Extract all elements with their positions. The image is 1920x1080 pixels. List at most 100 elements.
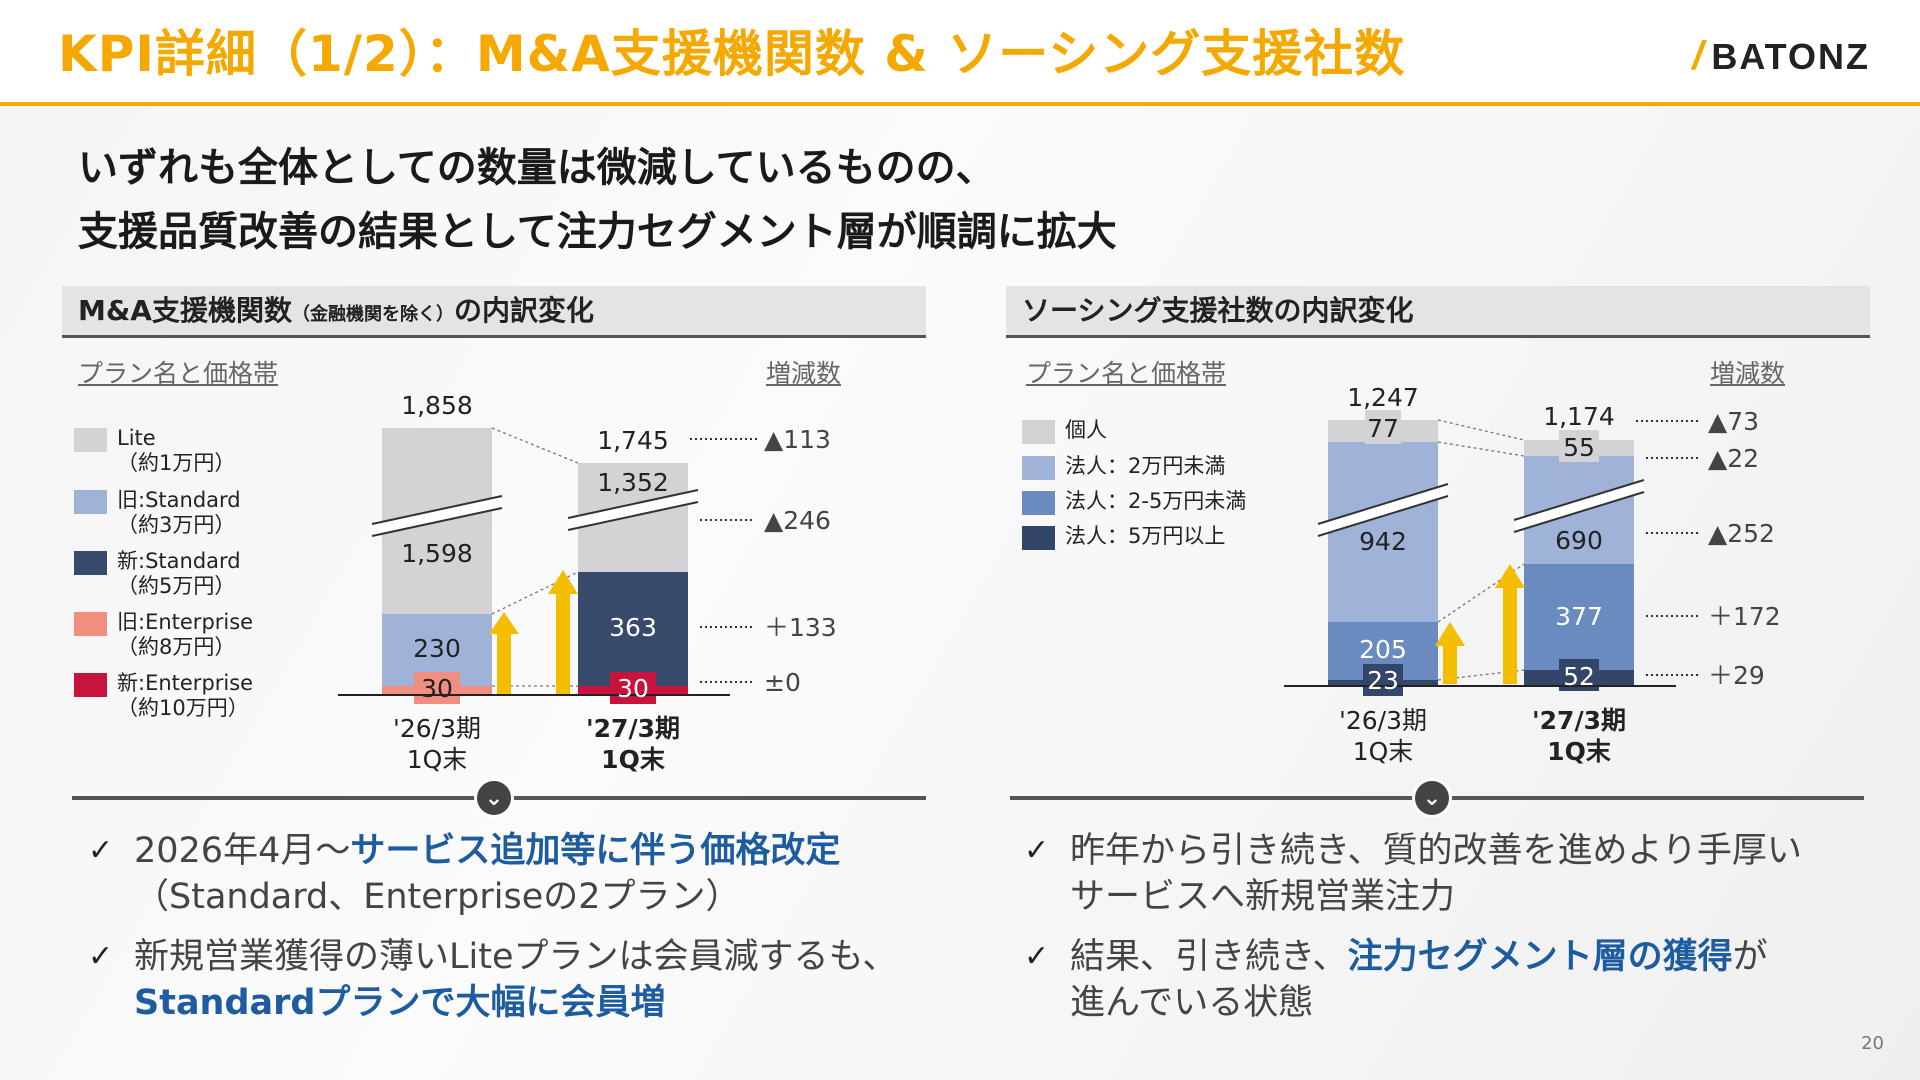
left-section-title-suffix: の内訳変化 — [453, 294, 594, 327]
bullet-item: ✓ 新規営業獲得の薄いLiteプランは会員減するも、 Standardプランで大… — [88, 934, 928, 1026]
legend-label: 個人 — [1065, 418, 1107, 442]
legend-item-old-standard: 旧:Standard （約3万円） — [74, 488, 241, 538]
category-label: '26/3期 — [393, 714, 481, 743]
data-label: 205 — [1359, 635, 1407, 664]
category-label: 1Q末 — [1353, 737, 1414, 766]
connector-line — [1437, 441, 1525, 457]
bullet-text: 新規営業獲得の薄いLiteプランは会員減するも、 — [134, 937, 898, 977]
check-icon: ✓ — [88, 833, 114, 868]
bullet-text: 結果、引き続き、 — [1070, 937, 1348, 977]
data-label: 1,352 — [597, 468, 669, 497]
legend-item-lite: Lite （約1万円） — [74, 426, 235, 476]
left-change-label: 増減数 — [766, 359, 842, 388]
bar-a-individual-label-bg — [1365, 410, 1401, 444]
legend-price: （約5万円） — [117, 574, 236, 598]
bullet-emphasis: 注力セグメント層の獲得 — [1347, 937, 1733, 977]
category-label: '27/3期 — [586, 714, 680, 743]
left-section-title: M&A支援機関数 — [78, 294, 292, 327]
page-number: 20 — [1861, 1033, 1884, 1054]
axis-break-a — [1316, 483, 1450, 537]
check-icon: ✓ — [88, 939, 114, 974]
bar-b-new-standard — [578, 572, 688, 686]
data-label: 55 — [1563, 433, 1595, 462]
legend-label: 旧:Enterprise — [117, 610, 254, 634]
total-label: 1,858 — [401, 391, 473, 420]
legend-label: 新:Enterprise — [117, 671, 254, 695]
bar-b-individual-label-bg — [1559, 430, 1599, 462]
legend-swatch — [1022, 526, 1055, 550]
legend-label: Lite — [117, 426, 156, 450]
category-label: 1Q末 — [407, 745, 468, 774]
change-value: ＋29 — [1708, 661, 1765, 690]
legend-item-corp-over-5: 法人：5万円以上 — [1022, 524, 1225, 550]
data-label: 230 — [413, 634, 461, 663]
bullet-item: ✓ 2026年4月～サービス追加等に伴う価格改定 （Standard、Enter… — [88, 828, 928, 920]
data-label: 942 — [1359, 527, 1407, 556]
data-label: 30 — [617, 674, 649, 703]
check-icon: ✓ — [1024, 833, 1050, 868]
change-value: ＋172 — [1708, 602, 1781, 631]
change-value: ▲246 — [764, 506, 831, 535]
page-title: KPI詳細（1/2）：M&A支援機関数 & ソーシング支援社数 — [58, 25, 1406, 83]
bullet-emphasis: サービス追加等に伴う価格改定 — [350, 831, 841, 871]
data-label: 77 — [1367, 414, 1399, 443]
legend-price: （約3万円） — [117, 513, 236, 537]
category-label: 1Q末 — [1547, 737, 1611, 766]
total-label: 1,174 — [1543, 402, 1615, 431]
bar-a-corp-under-2 — [1328, 442, 1438, 622]
legend-swatch — [74, 551, 107, 575]
total-label: 1,745 — [597, 426, 669, 455]
legend-label: 法人：2-5万円未満 — [1065, 489, 1247, 513]
data-label: 690 — [1555, 526, 1603, 555]
data-label: 363 — [609, 613, 657, 642]
left-bullets: ✓ 2026年4月～サービス追加等に伴う価格改定 （Standard、Enter… — [88, 828, 928, 1040]
bullet-item: ✓ 結果、引き続き、注力セグメント層の獲得が 進んでいる状態 — [1024, 934, 1884, 1026]
legend-price: （約10万円） — [117, 696, 249, 720]
bar-a-lite-label-bg — [414, 672, 460, 704]
legend-label: 新:Standard — [117, 549, 241, 573]
axis-break-b — [566, 489, 700, 531]
total-label: 1,247 — [1347, 383, 1419, 412]
right-chart: 1,247 1,174 77 942 205 23 55 690 377 52 … — [1284, 383, 1781, 766]
left-section-title-note: （金融機関を除く） — [291, 304, 454, 325]
legend-item-old-enterprise: 旧:Enterprise （約8万円） — [74, 610, 253, 660]
data-label: 52 — [1563, 662, 1595, 691]
logo-text: BATONZ — [1711, 35, 1870, 77]
bullet-text: 2026年4月～ — [134, 831, 351, 871]
change-value: ▲113 — [764, 425, 831, 454]
legend-swatch — [74, 612, 107, 636]
logo-slash-icon: / — [1692, 34, 1706, 78]
bullet-item: ✓ 昨年から引き続き、質的改善を進めより手厚い サービスへ新規営業注力 — [1024, 828, 1884, 920]
bullet-text-line2: サービスへ新規営業注力 — [1070, 877, 1456, 917]
legend-label: 旧:Standard — [117, 488, 241, 512]
bullet-text-suffix: が — [1732, 937, 1768, 977]
legend-swatch — [1022, 456, 1055, 480]
bar-b-corp-2-5 — [1524, 564, 1634, 670]
legend-item-new-enterprise: 新:Enterprise （約10万円） — [74, 671, 253, 721]
growth-arrow-small — [489, 612, 519, 694]
legend-item-corp-2-5: 法人：2-5万円未満 — [1022, 489, 1246, 515]
right-change-label: 増減数 — [1710, 359, 1786, 388]
axis-break-b — [1512, 479, 1646, 533]
legend-label: 法人：2万円未満 — [1065, 454, 1226, 478]
bullet-emphasis: Standardプランで大幅に会員増 — [134, 983, 666, 1023]
category-label: '27/3期 — [1532, 706, 1626, 735]
change-value: ▲73 — [1708, 407, 1759, 436]
legend-price: （約1万円） — [117, 451, 236, 475]
change-value: ▲252 — [1708, 519, 1775, 548]
headline-line-1: いずれも全体としての数量は微減しているものの、 — [78, 145, 996, 191]
chevron-down-icon: ⌄ — [474, 778, 514, 818]
legend-price: （約8万円） — [117, 635, 236, 659]
data-label: 377 — [1555, 602, 1603, 631]
legend-item-corp-under-2: 法人：2万円未満 — [1022, 454, 1225, 480]
chevron-down-icon: ⌄ — [1412, 778, 1452, 818]
bullet-text-line2: 進んでいる状態 — [1070, 983, 1314, 1023]
axis-break-a — [370, 495, 504, 537]
legend-item-new-standard: 新:Standard （約5万円） — [74, 549, 241, 599]
change-value: ＋133 — [764, 613, 837, 642]
legend-swatch — [74, 490, 107, 514]
legend-label: 法人：5万円以上 — [1065, 524, 1226, 548]
data-label: 30 — [421, 674, 453, 703]
left-plan-label: プラン名と価格帯 — [78, 359, 279, 388]
data-label: 23 — [1367, 666, 1399, 695]
